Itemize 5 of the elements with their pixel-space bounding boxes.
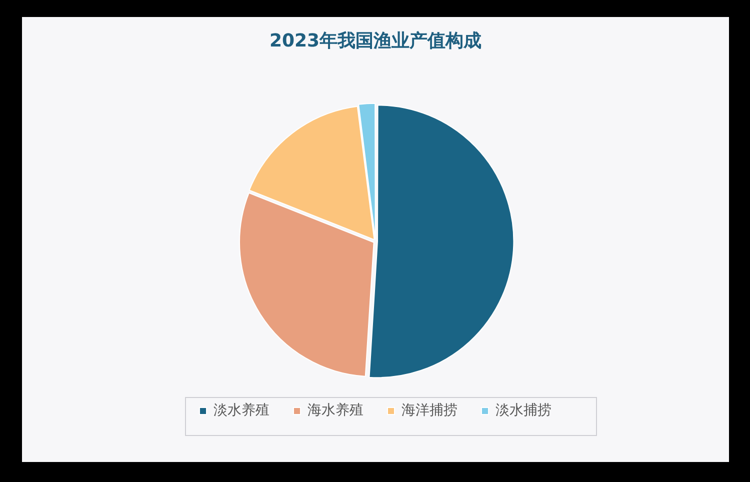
legend-label: 海水养殖 xyxy=(308,402,364,419)
legend-label: 海洋捕捞 xyxy=(402,402,458,419)
legend-label: 淡水捕捞 xyxy=(496,402,552,419)
chart-title: 2023年我国渔业产值构成 xyxy=(269,30,482,52)
legend-label: 淡水养殖 xyxy=(214,402,270,419)
